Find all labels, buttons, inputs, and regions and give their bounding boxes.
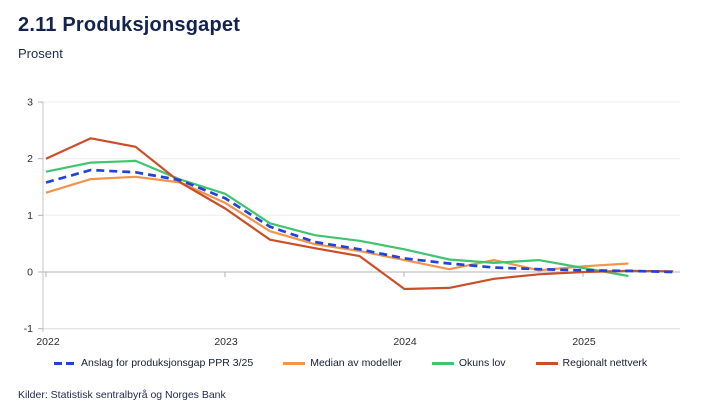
legend-label-regionalt: Regionalt nettverk <box>562 357 648 369</box>
series-line-2 <box>45 159 629 278</box>
y-axis-ticks <box>38 101 43 330</box>
line-chart: 3 2 1 0 -1 2022 2023 2024 2025 <box>24 97 680 348</box>
source-note: Kilder: Statistisk sentralbyrå og Norges… <box>18 389 226 401</box>
chart-title: 2.11 Produksjonsgapet <box>18 14 241 36</box>
legend-label-anslag: Anslag for produksjonsgap PPR 3/25 <box>81 357 254 369</box>
solid-line-swatch-icon <box>535 361 558 365</box>
y-tick-label-1: 1 <box>27 210 33 222</box>
series-line-3 <box>45 137 674 291</box>
legend-item-median: Median av modeller <box>283 357 402 369</box>
series-line-0 <box>45 168 674 274</box>
x-axis-year-ticks <box>45 272 584 277</box>
legend-item-anslag: Anslag for produksjonsgap PPR 3/25 <box>54 357 253 369</box>
y-tick-label-2: 2 <box>27 153 33 165</box>
series-lines <box>45 137 674 291</box>
x-tick-label-2024: 2024 <box>393 336 417 348</box>
solid-line-swatch-icon <box>431 361 454 365</box>
y-tick-label-m1: -1 <box>24 323 33 335</box>
y-tick-label-3: 3 <box>27 97 33 109</box>
x-tick-label-2023: 2023 <box>214 336 238 348</box>
legend-label-okuns: Okuns lov <box>458 357 506 369</box>
legend-item-regionalt: Regionalt nettverk <box>535 357 648 369</box>
x-tick-label-2022: 2022 <box>36 336 60 348</box>
series-line-1 <box>45 175 629 272</box>
y-tick-label-0: 0 <box>27 267 33 279</box>
solid-line-swatch-icon <box>283 361 306 365</box>
chart-subtitle: Prosent <box>18 46 63 61</box>
legend-item-okuns: Okuns lov <box>431 357 506 369</box>
legend-label-median: Median av modeller <box>310 357 402 369</box>
x-tick-label-2025: 2025 <box>572 336 596 348</box>
chart-legend: Anslag for produksjonsgap PPR 3/25 Media… <box>54 357 694 369</box>
dashed-line-swatch-icon <box>54 361 76 365</box>
